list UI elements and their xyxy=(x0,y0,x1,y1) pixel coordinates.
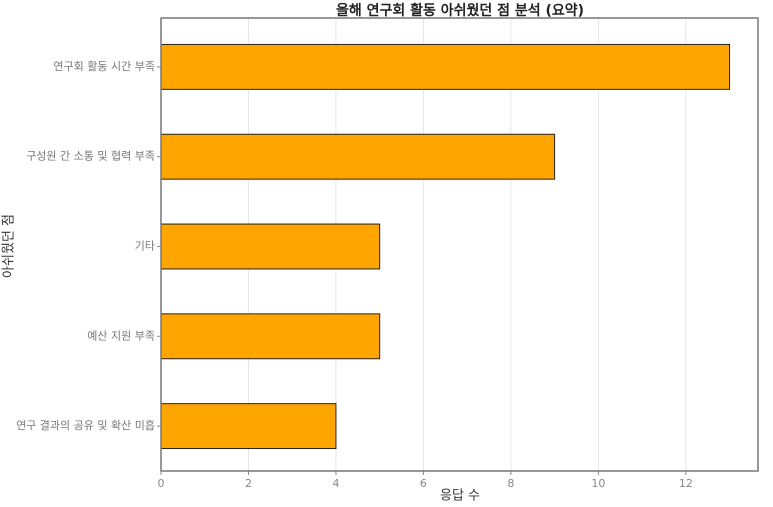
bar xyxy=(160,223,381,270)
bar xyxy=(160,133,556,180)
chart-title: 올해 연구회 활동 아쉬웠던 점 분석 (요약) xyxy=(336,2,584,19)
x-axis-label: 응답 수 xyxy=(440,489,480,504)
bar xyxy=(160,313,381,360)
x-tick-label: 6 xyxy=(420,477,427,490)
y-tick-label: 연구 결과의 공유 및 확산 미흡 xyxy=(16,418,155,432)
x-tick-label: 8 xyxy=(507,477,514,490)
y-tick-label: 구성원 간 소통 및 협력 부족 xyxy=(26,150,155,163)
bar xyxy=(160,403,337,450)
x-tick-label: 12 xyxy=(679,477,693,490)
bar xyxy=(160,43,731,90)
x-tick-label: 0 xyxy=(158,477,165,490)
x-tick-label: 4 xyxy=(332,477,339,490)
y-tick-label: 예산 지원 부족 xyxy=(87,329,155,342)
y-tick-label: 기타 xyxy=(135,240,155,253)
x-tick-label: 10 xyxy=(591,477,605,490)
y-tick-label: 연구회 활동 시간 부족 xyxy=(53,59,155,73)
plot-border xyxy=(160,17,759,472)
x-tick-label: 2 xyxy=(245,477,252,490)
y-axis-label: 아쉬웠던 점 xyxy=(2,214,17,278)
